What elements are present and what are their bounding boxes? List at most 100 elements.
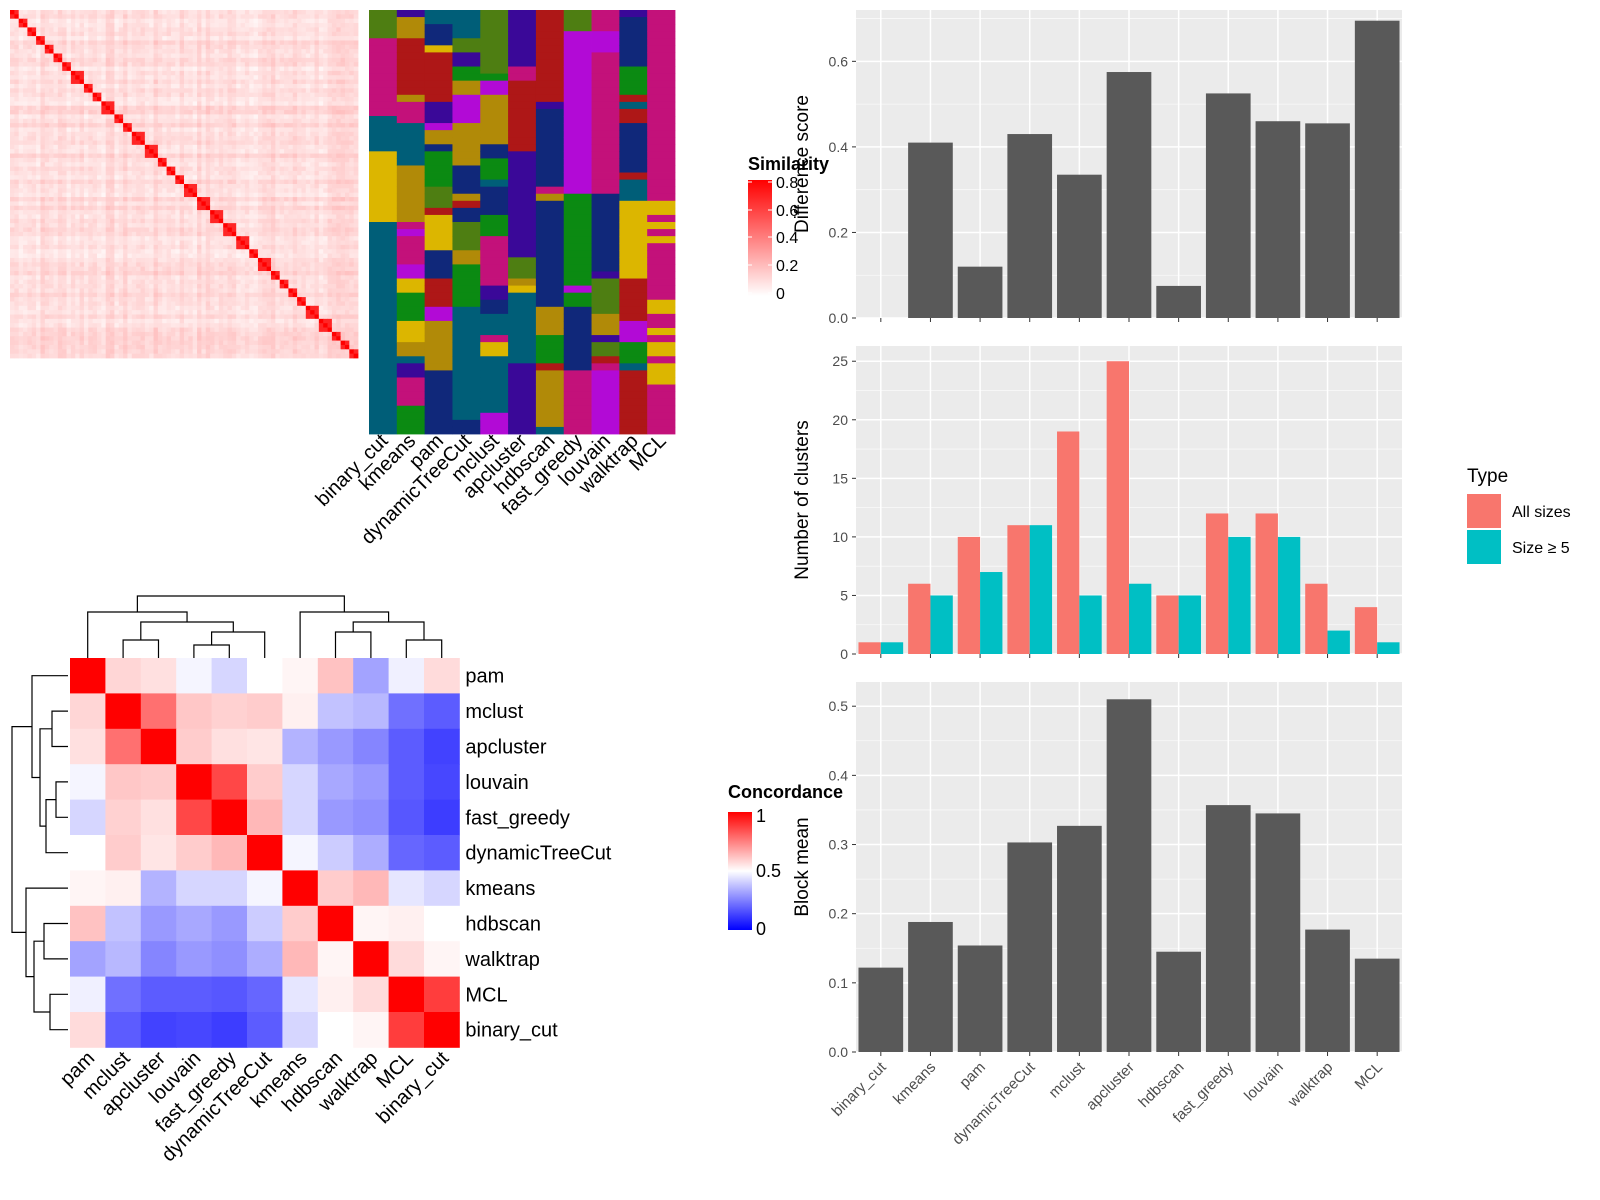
similarity-cell <box>231 244 237 250</box>
similarity-cell <box>353 110 359 115</box>
similarity-cell <box>210 92 215 98</box>
similarity-cell <box>157 253 163 259</box>
similarity-cell <box>44 10 50 15</box>
similarity-cell <box>262 166 268 172</box>
similarity-cell <box>262 184 268 189</box>
similarity-cell <box>166 49 172 54</box>
similarity-cell <box>57 18 63 24</box>
similarity-cell <box>331 131 337 137</box>
similarity-cell <box>175 253 181 259</box>
similarity-cell <box>323 83 328 89</box>
similarity-cell <box>10 257 15 263</box>
similarity-cell <box>231 188 237 194</box>
similarity-cell <box>166 170 172 176</box>
similarity-cell <box>262 57 268 63</box>
similarity-cell <box>92 201 98 207</box>
similarity-cell <box>210 66 215 72</box>
similarity-cell <box>140 118 146 124</box>
similarity-cell <box>305 144 311 150</box>
similarity-cell <box>23 44 28 50</box>
similarity-cell <box>340 201 346 207</box>
similarity-cell <box>257 192 263 198</box>
similarity-cell <box>349 201 355 207</box>
similarity-cell <box>179 192 185 198</box>
similarity-cell <box>249 101 254 107</box>
similarity-cell <box>157 197 163 202</box>
similarity-cell <box>188 262 194 268</box>
similarity-cell <box>249 14 254 20</box>
similarity-cell <box>253 231 259 237</box>
similarity-cell <box>344 157 350 163</box>
similarity-cell <box>197 153 202 159</box>
similarity-cell <box>88 201 94 207</box>
similarity-cell <box>83 262 89 268</box>
similarity-cell <box>205 136 211 141</box>
similarity-cell <box>136 210 141 215</box>
similarity-cell <box>49 66 54 72</box>
similarity-cell <box>188 184 194 189</box>
similarity-cell <box>344 240 350 246</box>
similarity-cell <box>279 140 285 146</box>
similarity-cell <box>14 201 20 207</box>
similarity-cell <box>144 279 150 285</box>
similarity-cell <box>201 127 207 133</box>
similarity-cell <box>14 279 20 285</box>
similarity-cell <box>271 275 276 281</box>
similarity-cell <box>131 231 137 237</box>
similarity-cell <box>175 257 181 263</box>
similarity-cell <box>218 149 224 154</box>
similarity-cell <box>349 70 355 76</box>
similarity-cell <box>40 271 46 276</box>
similarity-cell <box>262 149 268 154</box>
similarity-cell <box>192 62 198 67</box>
similarity-cell <box>18 144 24 150</box>
similarity-cell <box>331 110 337 115</box>
similarity-cell <box>327 83 333 89</box>
similarity-cell <box>318 223 324 228</box>
similarity-cell <box>244 223 250 228</box>
similarity-cell <box>40 114 46 120</box>
similarity-cell <box>79 53 85 59</box>
similarity-cell <box>275 18 281 24</box>
similarity-cell <box>110 175 115 181</box>
similarity-cell <box>40 27 46 33</box>
similarity-cell <box>214 79 220 85</box>
similarity-cell <box>149 249 154 254</box>
similarity-cell <box>149 192 154 198</box>
similarity-cell <box>275 49 281 54</box>
similarity-cell <box>205 49 211 54</box>
similarity-cell <box>205 44 211 50</box>
similarity-cell <box>149 214 154 220</box>
similarity-cell <box>214 192 220 198</box>
similarity-cell <box>105 153 111 159</box>
similarity-cell <box>301 140 307 146</box>
similarity-cell <box>92 205 98 211</box>
similarity-cell <box>271 49 276 54</box>
similarity-cell <box>275 53 281 59</box>
similarity-cell <box>36 275 41 281</box>
similarity-cell <box>244 179 250 185</box>
similarity-cell <box>192 214 198 220</box>
similarity-cell <box>327 266 333 272</box>
similarity-cell <box>62 92 67 98</box>
similarity-cell <box>344 18 350 24</box>
similarity-cell <box>114 97 120 102</box>
similarity-cell <box>305 205 311 211</box>
similarity-cell <box>157 40 163 46</box>
similarity-cell <box>279 14 285 20</box>
similarity-cell <box>118 162 124 167</box>
similarity-cell <box>110 149 115 154</box>
similarity-cell <box>179 266 185 272</box>
similarity-cell <box>123 53 128 59</box>
similarity-cell <box>131 70 137 76</box>
similarity-cell <box>257 123 263 128</box>
similarity-cell <box>101 114 107 120</box>
similarity-cell <box>305 18 311 24</box>
similarity-cell <box>179 201 185 207</box>
similarity-cell <box>236 62 241 67</box>
similarity-cell <box>240 66 246 72</box>
similarity-cell <box>62 101 67 107</box>
similarity-cell <box>323 79 328 85</box>
similarity-cell <box>123 57 128 63</box>
similarity-cell <box>23 166 28 172</box>
